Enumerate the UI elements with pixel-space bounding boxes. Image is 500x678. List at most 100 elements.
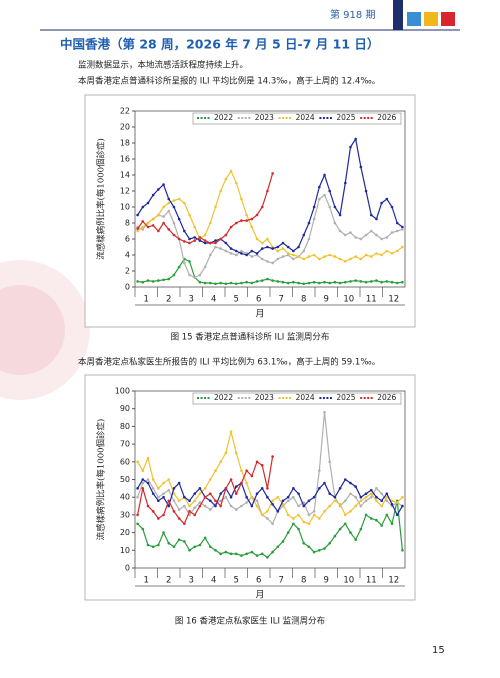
data-point: [203, 504, 207, 508]
data-point: [401, 504, 404, 508]
y-tick-label: 2: [125, 267, 130, 276]
data-point: [338, 487, 342, 490]
data-point: [271, 279, 274, 282]
data-point: [136, 460, 139, 464]
x-tick-label: 12: [388, 576, 399, 586]
y-tick-label: 16: [120, 155, 130, 164]
data-point: [146, 221, 150, 225]
data-point: [359, 527, 363, 531]
data-point: [375, 495, 378, 499]
data-point: [224, 249, 228, 253]
legend-label: 2022: [214, 113, 233, 122]
data-point: [245, 219, 248, 222]
data-point: [198, 543, 202, 547]
y-tick-label: 80: [120, 422, 130, 431]
data-point: [193, 492, 197, 495]
data-point: [297, 281, 300, 285]
data-point: [323, 280, 326, 284]
data-point: [177, 508, 181, 511]
data-point: [219, 237, 222, 241]
data-point: [380, 524, 383, 527]
series-line: [137, 258, 403, 285]
data-point: [281, 241, 285, 245]
data-point: [338, 502, 342, 506]
data-point: [172, 205, 176, 209]
data-point: [151, 510, 155, 513]
data-point: [229, 225, 233, 229]
data-point: [328, 281, 332, 285]
data-point: [240, 249, 243, 253]
data-point: [292, 280, 295, 284]
data-point: [302, 249, 306, 253]
data-point: [318, 517, 321, 520]
data-point: [214, 499, 217, 503]
data-point: [323, 410, 326, 414]
data-point: [245, 552, 248, 556]
data-point: [172, 492, 176, 495]
data-point: [401, 495, 404, 499]
data-point: [208, 478, 212, 481]
data-point: [297, 504, 300, 508]
data-point: [203, 536, 207, 540]
data-point: [286, 245, 290, 249]
data-point: [141, 280, 145, 284]
data-point: [380, 499, 383, 503]
data-point: [193, 545, 197, 549]
plot-area: [134, 110, 406, 288]
data-point: [260, 464, 264, 467]
data-point: [224, 487, 228, 490]
data-point: [318, 549, 321, 552]
data-point: [328, 492, 332, 495]
data-point: [312, 550, 316, 554]
data-point: [208, 492, 212, 495]
data-point: [354, 255, 357, 258]
data-point: [208, 281, 212, 285]
legend-label: 2023: [255, 393, 274, 402]
data-point: [302, 504, 306, 508]
x-tick-label: 12: [388, 295, 399, 305]
series-line: [137, 431, 403, 525]
legend-label: 2024: [296, 393, 315, 402]
data-point: [260, 487, 264, 490]
data-point: [328, 504, 332, 508]
data-point: [395, 229, 399, 233]
data-point: [323, 193, 326, 197]
data-point: [401, 228, 404, 231]
legend-label: 2022: [214, 393, 233, 402]
data-point: [349, 510, 352, 513]
data-point: [349, 280, 352, 283]
y-tick-label: 22: [120, 107, 130, 116]
data-point: [146, 543, 150, 547]
data-point: [224, 241, 228, 245]
data-point: [234, 221, 238, 225]
data-point: [183, 229, 186, 233]
data-point: [318, 257, 321, 261]
data-point: [245, 213, 248, 217]
data-point: [286, 252, 290, 255]
data-point: [375, 518, 378, 522]
data-point: [380, 504, 383, 508]
data-point: [229, 247, 233, 250]
data-point: [151, 487, 155, 490]
data-point: [193, 506, 197, 510]
x-tick-label: 3: [189, 295, 194, 305]
data-point: [214, 245, 217, 249]
data-point: [172, 199, 176, 202]
data-point: [260, 513, 264, 517]
data-point: [385, 236, 389, 239]
data-point: [162, 205, 165, 209]
data-point: [375, 487, 378, 490]
data-point: [214, 282, 217, 286]
data-point: [141, 527, 145, 531]
data-point: [375, 499, 378, 503]
data-point: [271, 550, 274, 554]
data-point: [141, 228, 145, 231]
data-point: [146, 456, 150, 460]
data-point: [276, 257, 280, 261]
data-point: [359, 495, 363, 499]
data-point: [224, 550, 228, 554]
data-point: [198, 492, 202, 495]
data-point: [136, 487, 139, 490]
data-point: [157, 229, 160, 233]
data-point: [328, 253, 332, 257]
